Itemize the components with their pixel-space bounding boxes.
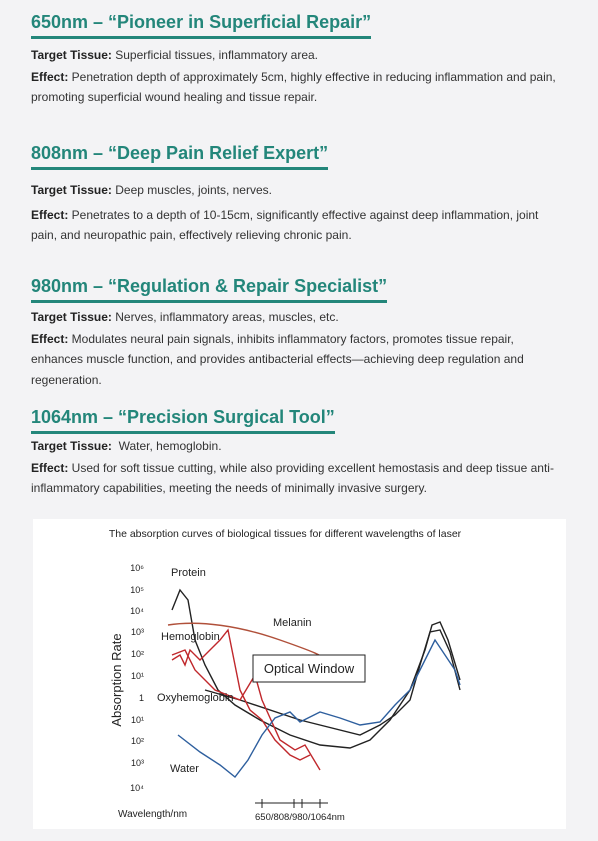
target: Target Tissue: Water, hemoglobin. xyxy=(31,436,566,457)
x-axis-label: Wavelength/nm xyxy=(118,809,187,820)
curves xyxy=(167,588,461,778)
section-title: 650nm – “Pioneer in Superficial Repair” xyxy=(31,10,372,39)
effect: Effect: Penetration depth of approximate… xyxy=(31,67,566,108)
y-tick-label: 10⁶ xyxy=(130,563,144,573)
figure-title: The absorption curves of biological tiss… xyxy=(109,528,462,540)
label: Protein xyxy=(171,567,206,579)
y-ticks: 10⁶ 10⁵ 10⁴ 10³ 10² 10¹ 1 10¹ 10² 10³ 10⁴ xyxy=(130,563,144,793)
label: Target Tissue: xyxy=(31,310,112,324)
absorption-figure: The absorption curves of biological tiss… xyxy=(33,519,566,829)
oxyhemoglobin-curve xyxy=(171,649,321,771)
effect: Effect: Used for soft tissue cutting, wh… xyxy=(31,458,566,499)
y-tick-label: 10¹ xyxy=(131,671,144,681)
section-title: 808nm – “Deep Pain Relief Expert” xyxy=(31,141,329,170)
section: 650nm – “Pioneer in Superficial Repair” … xyxy=(31,10,566,108)
optical-window-box xyxy=(252,654,366,683)
target: Target Tissue: Deep muscles, joints, ner… xyxy=(31,180,566,201)
y-axis-label: Absorption Rate xyxy=(109,633,124,726)
section: 980nm – “Regulation & Repair Specialist”… xyxy=(31,274,566,390)
text: Penetrates to a depth of 10-15cm, signif… xyxy=(31,207,539,243)
y-tick-label: 10¹ xyxy=(131,715,144,725)
x-marks: 650/808/980/1064nm xyxy=(255,812,345,823)
label: Effect: xyxy=(31,69,69,84)
label: Effect: xyxy=(31,331,69,346)
y-tick-label: 10³ xyxy=(131,627,144,637)
label: Melanin xyxy=(273,617,312,629)
y-tick-label: 10⁴ xyxy=(130,606,144,616)
label: Effect: xyxy=(31,460,69,475)
target: Target Tissue: Superficial tissues, infl… xyxy=(31,45,566,66)
y-tick-label: 1 xyxy=(139,693,144,703)
label: Target Tissue: xyxy=(31,183,112,197)
target: Target Tissue: Nerves, inflammatory area… xyxy=(31,307,566,328)
effect: Effect: Modulates neural pain signals, i… xyxy=(31,329,566,391)
y-tick-label: 10³ xyxy=(131,758,144,768)
text: Superficial tissues, inflammatory area. xyxy=(111,48,319,62)
text: Deep muscles, joints, nerves. xyxy=(111,183,272,197)
y-tick-label: 10² xyxy=(131,649,144,659)
effect: Effect: Penetrates to a depth of 10-15cm… xyxy=(31,205,566,246)
text: Used for soft tissue cutting, while also… xyxy=(31,460,554,496)
section: 808nm – “Deep Pain Relief Expert” Target… xyxy=(31,141,566,246)
text: Penetration depth of approximately 5cm, … xyxy=(31,69,556,105)
protein-curve xyxy=(171,588,461,749)
label: Water xyxy=(170,763,199,775)
x-axis xyxy=(255,799,328,808)
water-curve xyxy=(177,638,461,778)
label: Hemoglobin xyxy=(161,631,220,643)
text: Nerves, inflammatory areas, muscles, etc… xyxy=(111,310,339,324)
curve xyxy=(204,629,461,736)
label: Effect: xyxy=(31,207,69,222)
figure-svg: The absorption curves of biological tiss… xyxy=(109,528,462,823)
section-title: 1064nm – “Precision Surgical Tool” xyxy=(31,405,335,434)
section-title: 980nm – “Regulation & Repair Specialist” xyxy=(31,274,388,303)
label: Oxyhemoglobin xyxy=(157,692,233,704)
hemoglobin-curve xyxy=(171,628,311,761)
label: Target Tissue: xyxy=(31,439,112,453)
label: Optical Window xyxy=(264,661,355,676)
y-tick-label: 10² xyxy=(131,736,144,746)
text: Modulates neural pain signals, inhibits … xyxy=(31,331,524,387)
y-tick-label: 10⁵ xyxy=(130,585,144,595)
label: Target Tissue: xyxy=(31,48,112,62)
y-tick-label: 10⁴ xyxy=(130,783,144,793)
text: Water, hemoglobin. xyxy=(111,439,222,453)
section: 1064nm – “Precision Surgical Tool” Targe… xyxy=(31,405,566,499)
